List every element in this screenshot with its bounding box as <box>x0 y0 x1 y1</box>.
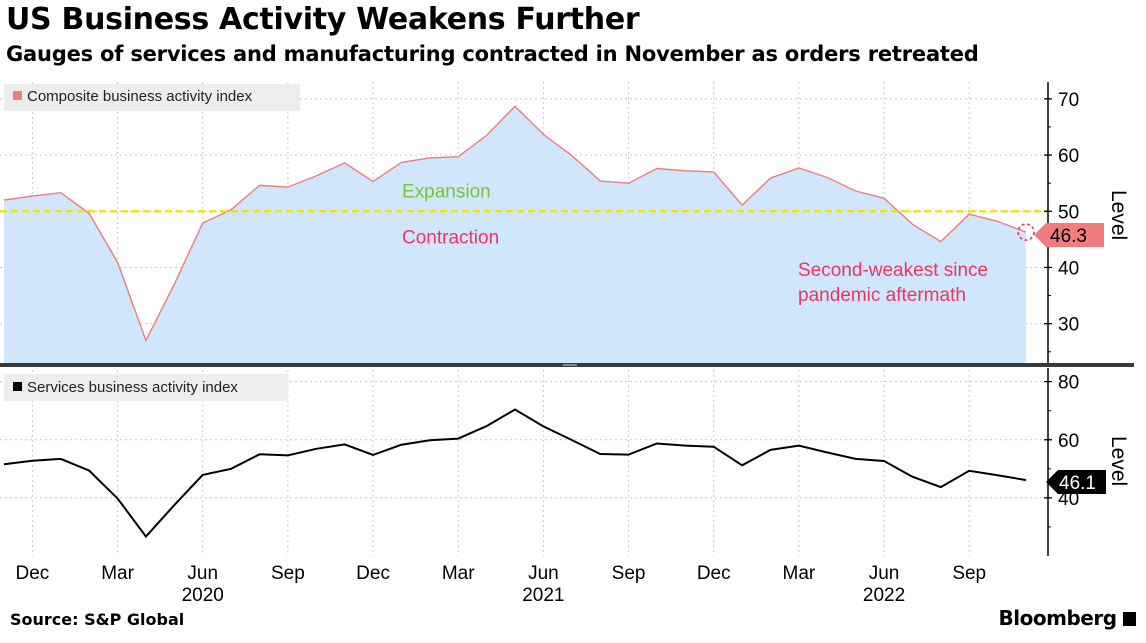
services-legend: Services business activity index <box>4 374 288 401</box>
x-tick-label: Mar <box>783 563 816 584</box>
x-tick-label: Sep <box>612 563 646 584</box>
last-point-marker <box>1017 223 1035 241</box>
services-badge-value: 46.1 <box>1059 473 1096 494</box>
composite-y-tick-label: 50 <box>1058 202 1079 223</box>
x-tick-label: Jun <box>528 563 559 584</box>
brand-text: Bloomberg <box>998 606 1117 630</box>
composite-y-tick-label: 30 <box>1058 315 1079 336</box>
x-tick-label: Mar <box>101 563 134 584</box>
x-tick-label: Jun <box>187 563 218 584</box>
x-tick-label: Dec <box>697 563 731 584</box>
composite-area <box>4 106 1026 363</box>
composite-y-tick-label: 60 <box>1058 146 1079 167</box>
bloomberg-logo: Bloomberg <box>999 606 1136 630</box>
services-y-axis-label: Level <box>1107 436 1130 486</box>
x-tick-label: Mar <box>442 563 475 584</box>
services-line <box>3 408 1027 539</box>
composite-y-tick-label: 70 <box>1058 90 1079 111</box>
composite-line <box>3 105 1027 343</box>
annotation-line-2: pandemic aftermath <box>798 285 966 306</box>
x-year-label: 2021 <box>522 585 564 606</box>
services-last-value-badge: 46.1 <box>1046 470 1106 494</box>
services-y-tick-label: 80 <box>1058 373 1079 394</box>
composite-legend-label: Composite business activity index <box>27 88 253 105</box>
services-y-tick-label: 60 <box>1058 431 1079 452</box>
composite-legend-swatch <box>13 91 22 100</box>
composite-y-tick-label: 40 <box>1058 258 1079 279</box>
composite-y-axis-label: Level <box>1107 190 1130 240</box>
x-tick-label: Sep <box>271 563 305 584</box>
x-year-label: 2022 <box>863 585 905 606</box>
contraction-label: Contraction <box>402 227 499 248</box>
composite-badge-shape <box>1034 223 1104 247</box>
services-y-axis: 40 60 80 <box>1044 368 1079 556</box>
x-tick-label: Dec <box>15 563 49 584</box>
annotation-line-1: Second-weakest since <box>798 260 988 281</box>
panel-divider-handle <box>563 364 577 366</box>
chart-title: US Business Activity Weakens Further <box>6 2 640 37</box>
services-badge-shape <box>1046 470 1106 494</box>
x-year-label: 2020 <box>182 585 224 606</box>
x-axis: Dec Mar Jun Sep Dec Mar Jun Sep Dec Mar Jun Sep 2020… <box>15 563 986 606</box>
services-legend-label: Services business activity index <box>27 379 238 396</box>
expansion-label: Expansion <box>402 181 491 202</box>
composite-legend: Composite business activity index <box>4 84 300 111</box>
composite-badge-value: 46.3 <box>1050 226 1087 247</box>
bloomberg-terminal-icon <box>1123 612 1136 626</box>
services-legend-swatch <box>13 382 22 391</box>
composite-panel: Expansion Contraction Second-weakest sin… <box>0 82 1130 363</box>
services-panel: 40 60 80 Level 46.1 Services business acti… <box>0 368 1130 556</box>
services-legend-background <box>4 374 288 401</box>
services-y-tick-label: 40 <box>1058 489 1079 510</box>
chart-subtitle: Gauges of services and manufacturing con… <box>6 42 979 66</box>
composite-y-axis: 30 40 50 60 70 <box>1044 82 1079 363</box>
composite-legend-background <box>4 84 300 111</box>
x-tick-label: Dec <box>356 563 390 584</box>
source-note: Source: S&P Global <box>10 610 185 629</box>
x-tick-label: Sep <box>952 563 986 584</box>
x-tick-label: Jun <box>869 563 900 584</box>
composite-last-value-badge: 46.3 <box>1034 223 1104 247</box>
